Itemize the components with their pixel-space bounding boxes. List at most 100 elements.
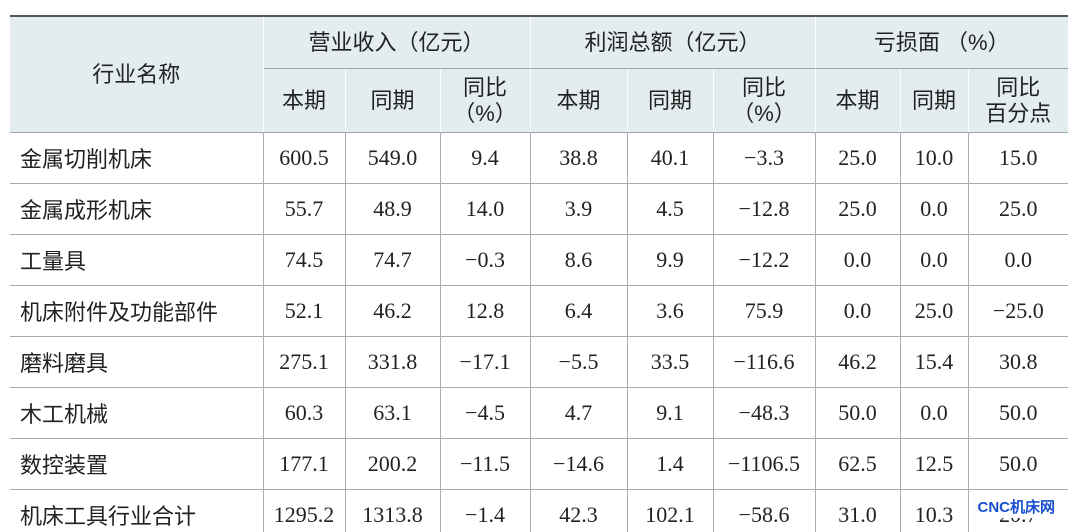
table-header: 行业名称 营业收入（亿元） 利润总额（亿元） 亏损面 （%） 本期 同期 同比 （%） 本期… <box>10 16 1068 133</box>
cell: 40.1 <box>627 132 714 184</box>
cell: 62.5 <box>815 438 901 490</box>
sub-header: 同比 百分点 <box>968 68 1068 133</box>
cell: 42.3 <box>530 489 628 532</box>
cell: 9.1 <box>627 387 714 439</box>
cell: 12.5 <box>900 438 969 490</box>
cell: −116.6 <box>713 336 816 388</box>
cell: 30.8 <box>968 336 1068 388</box>
cell: 3.9 <box>530 183 628 235</box>
row-name: 金属切削机床 <box>10 132 264 184</box>
cell: −48.3 <box>713 387 816 439</box>
cell: −11.5 <box>440 438 531 490</box>
cell: 8.6 <box>530 234 628 286</box>
table-row: 金属切削机床 600.5 549.0 9.4 38.8 40.1 −3.3 25.0 10.0 1… <box>10 132 1068 184</box>
sub-header: 同期 <box>345 68 441 133</box>
cell: 50.0 <box>968 387 1068 439</box>
cell: 0.0 <box>815 285 901 337</box>
cell: 1313.8 <box>345 489 441 532</box>
cell: 60.3 <box>263 387 346 439</box>
cell: 1.4 <box>627 438 714 490</box>
cell: 15.4 <box>900 336 969 388</box>
cell: 4.7 <box>530 387 628 439</box>
cell: 200.2 <box>345 438 441 490</box>
cell: −1106.5 <box>713 438 816 490</box>
row-name: 机床附件及功能部件 <box>10 285 264 337</box>
table-row: 机床附件及功能部件 52.1 46.2 12.8 6.4 3.6 75.9 0.0 25.0 −2… <box>10 285 1068 337</box>
cell: 10.0 <box>900 132 969 184</box>
cell: 74.7 <box>345 234 441 286</box>
cell: 15.0 <box>968 132 1068 184</box>
cell: 74.5 <box>263 234 346 286</box>
cell: 31.0 <box>815 489 901 532</box>
cell: −12.8 <box>713 183 816 235</box>
cell: 10.3 <box>900 489 969 532</box>
cell: 38.8 <box>530 132 628 184</box>
cell: 549.0 <box>345 132 441 184</box>
group-header: 营业收入（亿元） <box>263 16 531 69</box>
cell: 3.6 <box>627 285 714 337</box>
cell: 275.1 <box>263 336 346 388</box>
cell: 14.0 <box>440 183 531 235</box>
cell: 25.0 <box>815 132 901 184</box>
sub-header: 同期 <box>627 68 714 133</box>
cell: 50.0 <box>968 438 1068 490</box>
cell: 63.1 <box>345 387 441 439</box>
sub-header: 同期 <box>900 68 969 133</box>
cell: 331.8 <box>345 336 441 388</box>
cell: 55.7 <box>263 183 346 235</box>
table-row: 金属成形机床 55.7 48.9 14.0 3.9 4.5 −12.8 25.0 0.0 25.0 <box>10 183 1068 235</box>
cell: −17.1 <box>440 336 531 388</box>
cell: 25.0 <box>900 285 969 337</box>
cell: 0.0 <box>815 234 901 286</box>
row-name: 工量具 <box>10 234 264 286</box>
sub-header: 本期 <box>263 68 346 133</box>
cell: 46.2 <box>815 336 901 388</box>
data-table: 行业名称 营业收入（亿元） 利润总额（亿元） 亏损面 （%） 本期 同期 同比 （%） 本期… <box>10 15 1068 532</box>
cell: 52.1 <box>263 285 346 337</box>
sub-header: 同比 （%） <box>713 68 816 133</box>
table-row: 磨料磨具 275.1 331.8 −17.1 −5.5 33.5 −116.6 46.2 15.… <box>10 336 1068 388</box>
cell: 0.0 <box>900 387 969 439</box>
table-row: 数控装置 177.1 200.2 −11.5 −14.6 1.4 −1106.5 62.5 12… <box>10 438 1068 490</box>
row-name: 磨料磨具 <box>10 336 264 388</box>
row-name: 数控装置 <box>10 438 264 490</box>
cell: −5.5 <box>530 336 628 388</box>
cell: −0.3 <box>440 234 531 286</box>
cell: 6.4 <box>530 285 628 337</box>
table-row: 木工机械 60.3 63.1 −4.5 4.7 9.1 −48.3 50.0 0.0 50.0 <box>10 387 1068 439</box>
row-name: 金属成形机床 <box>10 183 264 235</box>
cell: 25.0 <box>968 183 1068 235</box>
table-row: 工量具 74.5 74.7 −0.3 8.6 9.9 −12.2 0.0 0.0 0.0 <box>10 234 1068 286</box>
cell: 50.0 <box>815 387 901 439</box>
row-name: 机床工具行业合计 <box>10 489 264 532</box>
sub-header: 同比 （%） <box>440 68 531 133</box>
cell: 48.9 <box>345 183 441 235</box>
cell: 25.0 <box>815 183 901 235</box>
table-row: 机床工具行业合计 1295.2 1313.8 −1.4 42.3 102.1 −58.6 31… <box>10 489 1068 532</box>
cell: 9.9 <box>627 234 714 286</box>
cell: 0.0 <box>900 183 969 235</box>
cell: 9.4 <box>440 132 531 184</box>
cell: −14.6 <box>530 438 628 490</box>
cell: −58.6 <box>713 489 816 532</box>
row-name: 木工机械 <box>10 387 264 439</box>
cell: 0.0 <box>968 234 1068 286</box>
cell: 0.0 <box>900 234 969 286</box>
table-body: 金属切削机床 600.5 549.0 9.4 38.8 40.1 −3.3 25.0 10.0 1… <box>10 132 1068 532</box>
cell: 102.1 <box>627 489 714 532</box>
cell: 33.5 <box>627 336 714 388</box>
sub-header: 本期 <box>815 68 901 133</box>
cell: 46.2 <box>345 285 441 337</box>
group-header: 利润总额（亿元） <box>530 16 816 69</box>
watermark: CNC机床网 <box>974 495 1058 518</box>
cell: −12.2 <box>713 234 816 286</box>
cell: 4.5 <box>627 183 714 235</box>
cell: 600.5 <box>263 132 346 184</box>
cell: −4.5 <box>440 387 531 439</box>
header-row: 行业名称 营业收入（亿元） 利润总额（亿元） 亏损面 （%） <box>10 16 1068 133</box>
subheader-row: 本期 同期 同比 （%） 本期 同期 同比 （%） 本期 同期 同比 百分点 <box>10 68 1068 133</box>
row-label-header: 行业名称 <box>10 16 264 133</box>
cell: 1295.2 <box>263 489 346 532</box>
cell: −3.3 <box>713 132 816 184</box>
